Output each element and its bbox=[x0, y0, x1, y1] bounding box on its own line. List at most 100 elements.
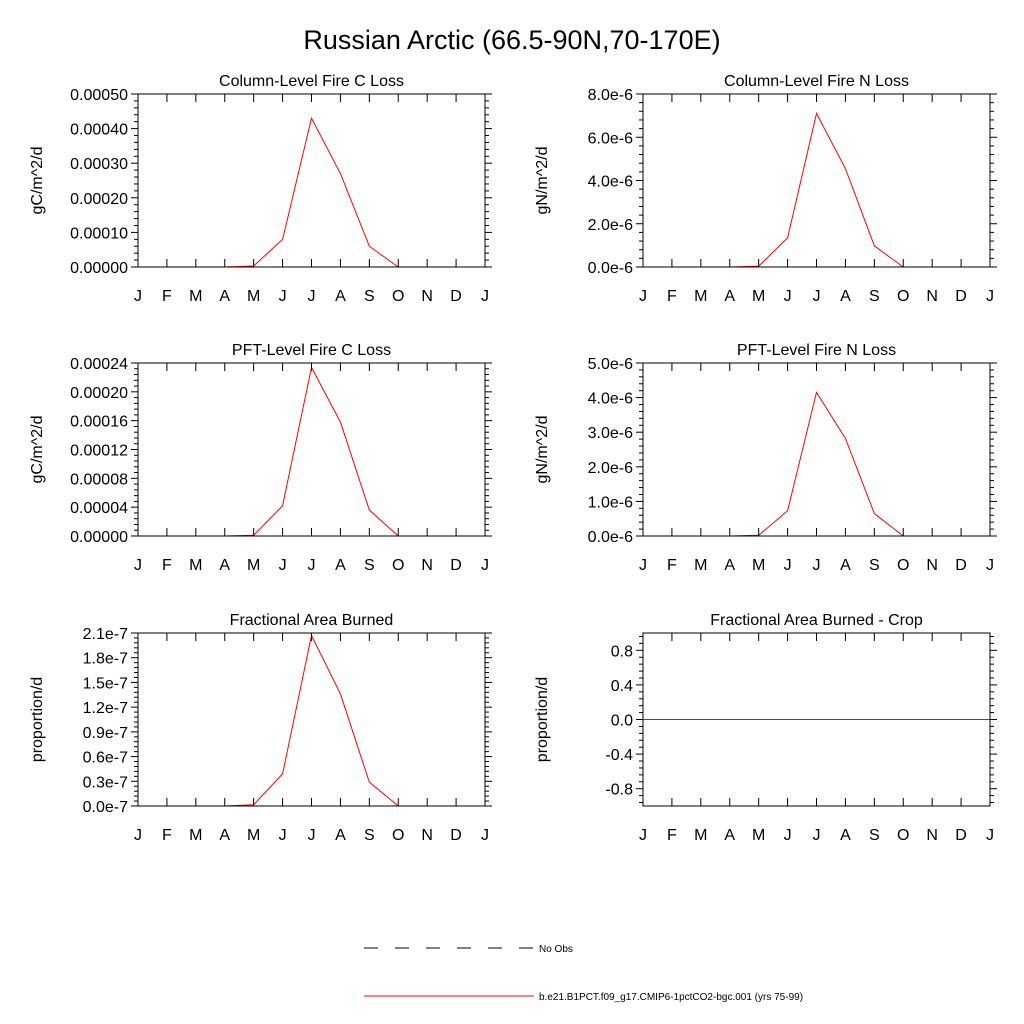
x-tick-label: A bbox=[840, 288, 851, 305]
y-tick-label: 0.00016 bbox=[70, 414, 128, 431]
series-line-1 bbox=[643, 391, 990, 537]
x-tick-label: J bbox=[784, 827, 792, 844]
x-tick-label: M bbox=[189, 288, 202, 305]
y-tick-label: 4.0e-6 bbox=[588, 174, 633, 191]
x-tick-label: F bbox=[162, 557, 172, 574]
y-tick-label: 0.00030 bbox=[70, 156, 128, 173]
x-tick-label: S bbox=[364, 827, 375, 844]
y-tick-label: 1.5e-7 bbox=[83, 675, 128, 692]
chart-title: PFT-Level Fire N Loss bbox=[737, 342, 896, 359]
x-tick-label: F bbox=[667, 827, 677, 844]
y-tick-label: 0.9e-7 bbox=[83, 725, 128, 742]
x-tick-label: M bbox=[189, 557, 202, 574]
x-tick-label: J bbox=[481, 557, 489, 574]
x-tick-label: J bbox=[784, 288, 792, 305]
y-tick-label: 2.0e-6 bbox=[588, 460, 633, 477]
x-tick-label: J bbox=[279, 557, 287, 574]
x-tick-label: A bbox=[724, 288, 735, 305]
legend: No Obs b.e21.B1PCT.f09_g17.CMIP6-1pctCO2… bbox=[364, 944, 803, 1003]
y-axis-label: gN/m^2/d bbox=[534, 416, 551, 484]
y-tick-label: 0.0e-7 bbox=[83, 799, 128, 816]
x-tick-label: J bbox=[639, 557, 647, 574]
x-tick-label: J bbox=[639, 288, 647, 305]
x-tick-label: A bbox=[219, 827, 230, 844]
y-tick-label: 4.0e-6 bbox=[588, 391, 633, 408]
y-tick-label: -0.4 bbox=[605, 747, 633, 764]
x-tick-label: M bbox=[247, 557, 260, 574]
y-axis-label: gC/m^2/d bbox=[29, 147, 46, 215]
x-tick-label: S bbox=[869, 827, 880, 844]
chart-title: Column-Level Fire C Loss bbox=[219, 73, 404, 90]
x-tick-label: J bbox=[308, 288, 316, 305]
x-tick-label: M bbox=[752, 288, 765, 305]
y-axis-label: proportion/d bbox=[534, 677, 551, 762]
chart-title: Fractional Area Burned - Crop bbox=[710, 612, 923, 629]
x-tick-label: D bbox=[450, 827, 462, 844]
x-tick-label: S bbox=[869, 557, 880, 574]
x-tick-label: N bbox=[421, 557, 433, 574]
y-tick-label: 3.0e-6 bbox=[588, 425, 633, 442]
y-tick-label: -0.8 bbox=[605, 782, 633, 799]
y-tick-label: 0.00004 bbox=[70, 500, 128, 517]
x-tick-label: M bbox=[247, 827, 260, 844]
x-tick-label: M bbox=[189, 827, 202, 844]
x-tick-label: M bbox=[694, 288, 707, 305]
x-tick-label: J bbox=[639, 827, 647, 844]
x-tick-label: F bbox=[667, 288, 677, 305]
plot-frame bbox=[642, 362, 991, 537]
y-axis-label: gN/m^2/d bbox=[534, 147, 551, 215]
legend-model-label: b.e21.B1PCT.f09_g17.CMIP6-1pctCO2-bgc.00… bbox=[539, 992, 803, 1003]
x-tick-label: J bbox=[308, 827, 316, 844]
x-tick-label: S bbox=[364, 557, 375, 574]
y-tick-label: 0.00012 bbox=[70, 443, 128, 460]
chart-panel-6: Fractional Area Burned - Crop proportion/… bbox=[534, 612, 997, 844]
x-tick-label: J bbox=[986, 288, 994, 305]
x-tick-label: J bbox=[308, 557, 316, 574]
series-line-1 bbox=[643, 112, 990, 268]
y-tick-label: 0.00050 bbox=[70, 87, 128, 104]
x-tick-label: D bbox=[955, 288, 967, 305]
x-tick-label: S bbox=[364, 288, 375, 305]
x-tick-label: N bbox=[421, 288, 433, 305]
x-tick-label: A bbox=[840, 827, 851, 844]
y-tick-label: 2.0e-6 bbox=[588, 217, 633, 234]
x-tick-label: J bbox=[134, 827, 142, 844]
y-axis-label: gC/m^2/d bbox=[29, 416, 46, 484]
x-tick-label: O bbox=[392, 827, 404, 844]
x-tick-label: F bbox=[162, 288, 172, 305]
x-tick-label: A bbox=[219, 557, 230, 574]
y-tick-label: 5.0e-6 bbox=[588, 356, 633, 373]
x-tick-label: J bbox=[279, 288, 287, 305]
series-line-1 bbox=[138, 116, 485, 268]
y-axis-label: proportion/d bbox=[29, 677, 46, 762]
x-tick-label: A bbox=[335, 288, 346, 305]
x-tick-label: S bbox=[869, 288, 880, 305]
x-tick-label: N bbox=[926, 557, 938, 574]
x-tick-label: N bbox=[926, 288, 938, 305]
y-tick-label: 0.00000 bbox=[70, 260, 128, 277]
x-tick-label: A bbox=[840, 557, 851, 574]
x-tick-label: M bbox=[694, 557, 707, 574]
x-tick-label: J bbox=[134, 288, 142, 305]
x-tick-label: A bbox=[724, 557, 735, 574]
y-tick-label: 0.00020 bbox=[70, 191, 128, 208]
x-tick-label: J bbox=[986, 557, 994, 574]
x-tick-label: J bbox=[279, 827, 287, 844]
x-tick-label: D bbox=[955, 557, 967, 574]
x-tick-label: A bbox=[335, 827, 346, 844]
y-tick-label: 0.00020 bbox=[70, 385, 128, 402]
x-tick-label: A bbox=[724, 827, 735, 844]
x-tick-label: J bbox=[813, 827, 821, 844]
y-tick-label: 1.8e-7 bbox=[83, 651, 128, 668]
chart-title: Fractional Area Burned bbox=[230, 612, 394, 629]
x-tick-label: D bbox=[450, 557, 462, 574]
x-tick-label: N bbox=[421, 827, 433, 844]
y-tick-label: 0.0 bbox=[611, 713, 633, 730]
y-tick-label: 0.4 bbox=[611, 678, 633, 695]
x-tick-label: J bbox=[134, 557, 142, 574]
y-tick-label: 8.0e-6 bbox=[588, 87, 633, 104]
